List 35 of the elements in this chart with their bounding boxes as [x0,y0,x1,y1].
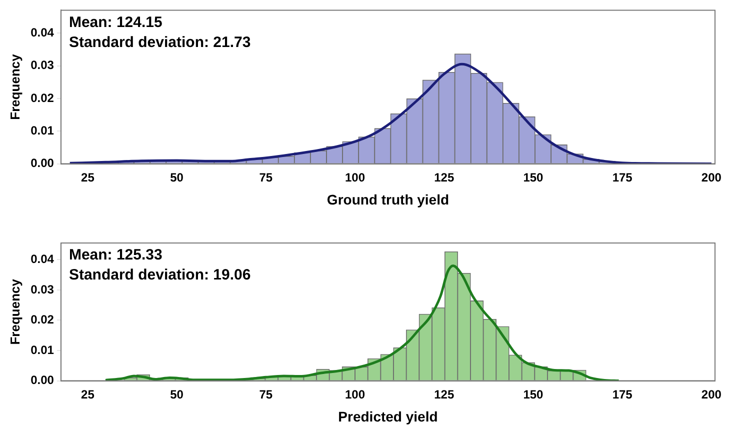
y-tick-label: 0.01 [30,123,54,138]
x-tick-label: 125 [434,170,454,184]
x-tick-label: 100 [344,170,366,184]
x-tick-label: 25 [81,170,95,184]
x-tick-label: 75 [259,170,273,184]
annotation: Mean: 124.15 [68,14,162,31]
x-tick-label: 125 [434,387,454,402]
y-axis-title: Frequency [7,278,22,345]
x-tick-label: 75 [259,387,273,402]
x-tick-label: 50 [170,387,184,402]
y-tick-label: 0.02 [30,90,54,105]
x-axis-title: Ground truth yield [326,191,450,208]
line-series [68,62,713,164]
annotation: Standard deviation: 21.73 [68,34,251,51]
y-tick-label: 0.03 [30,58,54,72]
y-tick-label: 0.04 [30,252,54,266]
annotation: Mean: 125.33 [68,246,162,264]
x-tick-label: 100 [344,387,366,402]
annotation: Standard deviation: 19.06 [68,266,251,284]
y-tick-label: 0.00 [30,156,54,170]
x-axis-title: Predicted yield [338,408,438,424]
x-tick-label: 200 [701,170,722,184]
y-tick-label: 0.00 [30,373,54,388]
x-tick-label: 50 [170,170,184,184]
x-tick-label: 200 [701,387,722,402]
x-tick-label: 175 [612,387,633,402]
y-tick-label: 0.01 [30,342,54,357]
y-tick-label: 0.02 [30,312,54,327]
y-tick-label: 0.03 [30,282,54,296]
x-tick-label: 150 [523,387,544,402]
x-tick-label: 175 [612,170,633,184]
y-tick-label: 0.04 [30,25,54,40]
x-tick-label: 150 [523,170,544,184]
y-axis-title: Frequency [7,53,22,120]
x-tick-label: 25 [81,387,95,402]
